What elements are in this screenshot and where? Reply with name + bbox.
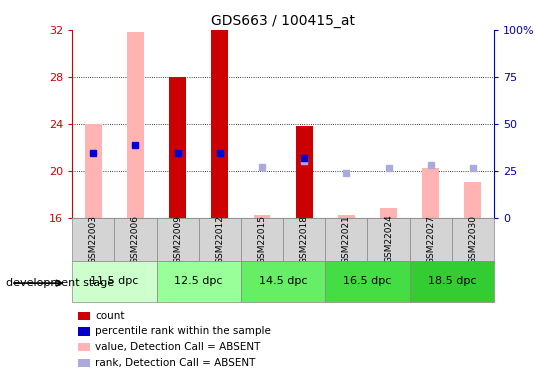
Text: percentile rank within the sample: percentile rank within the sample — [95, 327, 271, 336]
Text: GSM22012: GSM22012 — [215, 214, 224, 264]
Bar — [338, 215, 355, 217]
Title: GDS663 / 100415_at: GDS663 / 100415_at — [211, 13, 355, 28]
Bar — [380, 208, 397, 218]
Bar — [325, 217, 367, 261]
Bar — [325, 261, 410, 302]
Text: GSM22027: GSM22027 — [426, 214, 435, 264]
Text: rank, Detection Call = ABSENT: rank, Detection Call = ABSENT — [95, 358, 256, 368]
Bar — [367, 217, 410, 261]
Text: 18.5 dpc: 18.5 dpc — [427, 276, 476, 286]
Bar — [241, 261, 325, 302]
Bar — [465, 182, 481, 218]
Text: 12.5 dpc: 12.5 dpc — [174, 276, 223, 286]
Bar — [452, 217, 494, 261]
Bar — [72, 217, 114, 261]
Text: 14.5 dpc: 14.5 dpc — [259, 276, 307, 286]
Bar — [157, 261, 241, 302]
Bar — [169, 77, 186, 218]
Text: GSM22030: GSM22030 — [468, 214, 477, 264]
Bar — [114, 217, 157, 261]
Bar — [85, 124, 102, 218]
Text: GSM22009: GSM22009 — [173, 214, 182, 264]
Bar — [127, 32, 144, 218]
Bar — [283, 217, 325, 261]
Text: GSM22015: GSM22015 — [258, 214, 266, 264]
Text: GSM22018: GSM22018 — [300, 214, 309, 264]
Bar — [199, 217, 241, 261]
Text: value, Detection Call = ABSENT: value, Detection Call = ABSENT — [95, 342, 261, 352]
Bar — [157, 217, 199, 261]
Text: GSM22003: GSM22003 — [89, 214, 98, 264]
Text: count: count — [95, 311, 125, 321]
Bar — [254, 215, 270, 217]
Bar — [211, 30, 228, 217]
Bar — [72, 261, 157, 302]
Bar — [422, 168, 439, 217]
Text: GSM22006: GSM22006 — [131, 214, 140, 264]
Bar — [296, 126, 312, 218]
Text: development stage: development stage — [6, 278, 114, 288]
Text: 16.5 dpc: 16.5 dpc — [343, 276, 392, 286]
Text: GSM22024: GSM22024 — [384, 214, 393, 263]
Bar — [241, 217, 283, 261]
Bar — [410, 261, 494, 302]
Text: 11.5 dpc: 11.5 dpc — [90, 276, 139, 286]
Text: GSM22021: GSM22021 — [342, 214, 351, 264]
Bar — [410, 217, 452, 261]
